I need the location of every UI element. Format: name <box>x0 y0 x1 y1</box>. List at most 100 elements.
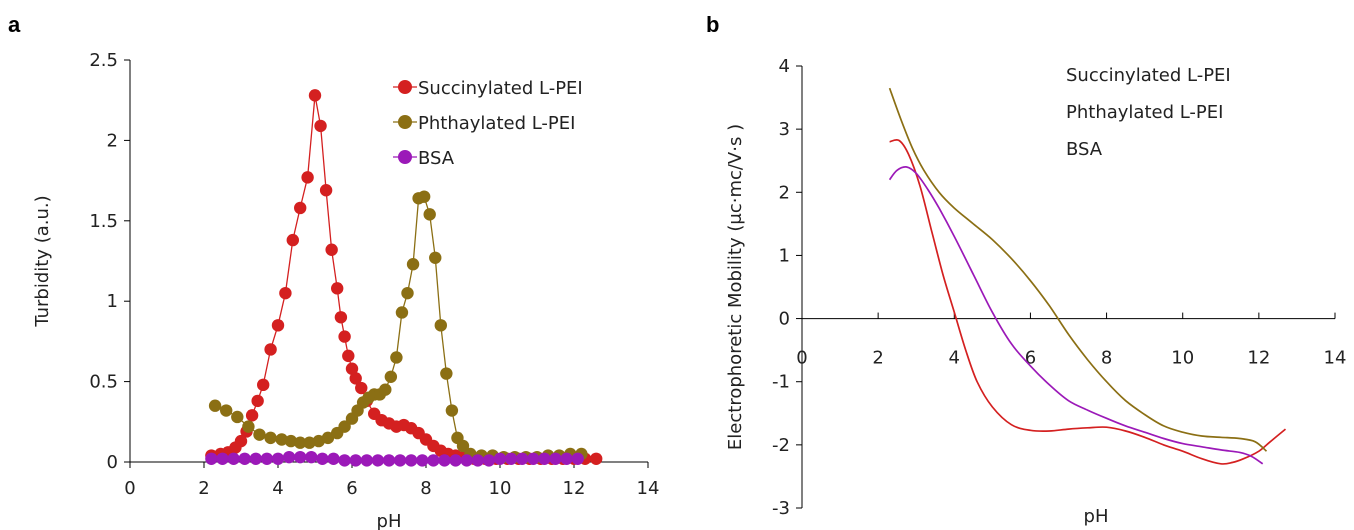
turbidity-legend: Succinylated L-PEI Phthaylated L-PEI BSA <box>393 78 583 169</box>
turbidity-x-tick-label: 0 <box>124 478 135 499</box>
turbidity-chart: 0 0.5 1 1.5 2 2.5 0 2 4 6 8 10 12 14 Succinylated L-P… <box>32 50 659 530</box>
data-point <box>382 454 396 467</box>
data-point <box>308 89 322 102</box>
data-point <box>417 190 431 203</box>
data-point <box>482 454 496 467</box>
data-point <box>294 436 307 449</box>
series-succinylated-l-pei <box>205 89 603 465</box>
mobility-x-tick-label: 6 <box>1025 348 1036 369</box>
data-point <box>456 439 470 453</box>
data-point <box>338 330 351 343</box>
legend-entry-succinylated-l-pei: Succinylated L-PEI <box>393 78 583 99</box>
data-point <box>327 452 340 465</box>
data-point <box>434 319 447 332</box>
data-point <box>331 282 344 295</box>
series-line-succinylated-l-pei <box>211 95 597 460</box>
data-point <box>360 454 373 467</box>
mobility-y-tick-label: 1 <box>779 245 790 266</box>
data-point <box>264 343 277 356</box>
mobility-x-tick-label: 14 <box>1324 348 1347 369</box>
data-point <box>260 452 274 465</box>
turbidity-y-tick-label: 2.5 <box>89 50 118 71</box>
data-point <box>286 233 299 247</box>
data-point <box>504 452 518 465</box>
turbidity-x-tick-label: 8 <box>420 478 431 499</box>
data-point <box>371 454 385 467</box>
turbidity-axes: 0 0.5 1 1.5 2 2.5 0 2 4 6 8 10 12 14 <box>89 50 659 499</box>
data-point <box>257 378 270 392</box>
data-point <box>301 171 314 184</box>
series-line-phthaylated-l-pei <box>214 195 582 458</box>
data-point <box>423 208 436 221</box>
data-point <box>294 450 307 464</box>
data-point <box>571 452 584 465</box>
legend-label-succinylated-l-pei: Succinylated L-PEI <box>1066 65 1231 86</box>
data-point <box>303 436 316 449</box>
data-point <box>349 372 362 385</box>
data-point <box>251 394 264 408</box>
data-point <box>338 454 351 467</box>
series-line-succinylated-l-pei <box>889 138 1287 465</box>
data-point <box>253 428 266 441</box>
data-point <box>440 367 453 380</box>
mobility-y-tick-label: 3 <box>779 119 790 140</box>
data-point <box>393 454 407 467</box>
data-point <box>338 420 351 433</box>
data-point <box>242 420 255 433</box>
mobility-x-tick-label: 2 <box>872 348 883 369</box>
data-point <box>271 319 285 332</box>
legend-label: Succinylated L-PEI <box>418 78 583 99</box>
data-point <box>216 452 229 465</box>
data-point <box>275 433 288 446</box>
mobility-x-tick-label: 12 <box>1247 348 1270 369</box>
turbidity-x-tick-label: 4 <box>272 478 283 499</box>
mobility-x-tick-label: 0 <box>796 348 807 369</box>
mobility-x-tick-label: 10 <box>1171 348 1194 369</box>
data-point <box>516 452 529 465</box>
panel-b-letter: b <box>706 12 719 37</box>
legend-marker <box>398 115 412 129</box>
data-point <box>319 184 333 197</box>
data-point <box>527 452 540 465</box>
turbidity-x-tick-label: 14 <box>637 478 660 499</box>
data-point <box>549 452 562 465</box>
turbidity-x-tick-label: 2 <box>198 478 209 499</box>
series-line-bsa <box>888 166 1264 465</box>
data-point <box>205 452 218 465</box>
data-point <box>405 454 418 467</box>
data-point <box>401 286 414 300</box>
turbidity-y-tick-label: 0 <box>107 452 118 473</box>
series-line-phthaylated-l-pei <box>888 87 1268 452</box>
data-point <box>560 452 573 465</box>
turbidity-x-tick-label: 12 <box>563 478 586 499</box>
data-point <box>208 399 222 412</box>
data-point <box>390 351 403 364</box>
data-point <box>249 452 262 465</box>
legend-marker <box>398 80 412 94</box>
data-point <box>271 452 285 465</box>
mobility-y-tick-label: -2 <box>772 435 790 456</box>
series-phthaylated-l-pei <box>208 190 588 464</box>
data-point <box>445 404 459 417</box>
panel-a-letter: a <box>8 12 21 37</box>
data-point <box>325 243 338 256</box>
data-point <box>449 454 462 467</box>
data-point <box>334 311 348 324</box>
data-point <box>284 434 298 448</box>
legend-entry-bsa: BSA <box>393 148 455 169</box>
turbidity-y-tick-label: 0.5 <box>89 372 118 393</box>
data-point <box>384 370 398 383</box>
data-point <box>220 404 233 417</box>
turbidity-y-axis-label: Turbidity (a.u.) <box>32 195 53 327</box>
data-point <box>427 454 440 467</box>
data-point <box>294 201 307 215</box>
legend-label-bsa: BSA <box>1066 139 1103 160</box>
turbidity-y-tick-label: 2 <box>107 130 118 151</box>
mobility-x-axis-label: pH <box>1084 506 1109 527</box>
data-point <box>234 434 248 448</box>
mobility-y-tick-label: 4 <box>779 56 790 77</box>
data-point <box>438 454 451 467</box>
data-point <box>493 452 507 465</box>
